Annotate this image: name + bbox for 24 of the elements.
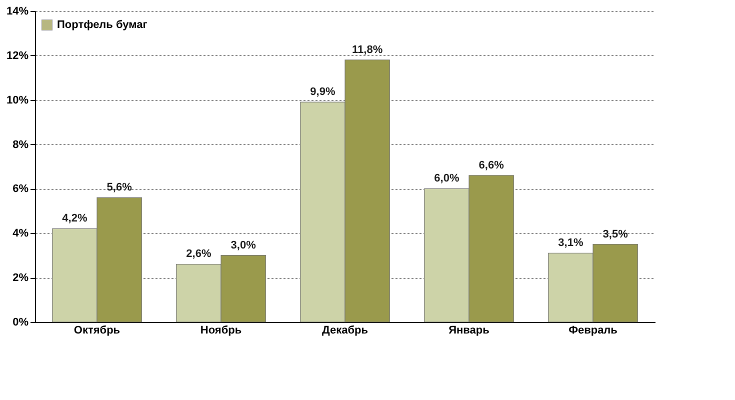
- y-tick-label: 10%: [6, 94, 29, 106]
- data-label: 9,9%: [310, 86, 336, 98]
- y-tick-label: 2%: [12, 272, 29, 284]
- legend-label: Портфель бумаг: [57, 19, 148, 31]
- data-label: 3,0%: [230, 239, 256, 252]
- data-label: 5,6%: [106, 182, 132, 194]
- data-label: 2,6%: [186, 248, 212, 260]
- x-tick-label: Ноябрь: [200, 324, 242, 336]
- data-label: 11,8%: [352, 44, 383, 56]
- data-label: 3,1%: [558, 237, 584, 250]
- y-tick-label: 6%: [12, 183, 29, 196]
- y-tick-label: 14%: [6, 6, 29, 18]
- x-tick-label: Февраль: [568, 324, 618, 336]
- data-label: 6,6%: [478, 159, 504, 172]
- x-tick-label: Октябрь: [74, 324, 120, 336]
- data-label: 3,5%: [602, 228, 628, 240]
- data-label: 6,0%: [434, 172, 460, 185]
- x-tick-label: Декабрь: [322, 324, 368, 336]
- data-label: 4,2%: [62, 212, 88, 225]
- y-tick-label: 8%: [12, 138, 29, 151]
- y-tick-label: 0%: [12, 316, 29, 328]
- y-tick-label: 12%: [6, 50, 29, 62]
- y-tick-label: 4%: [12, 228, 29, 240]
- x-tick-label: Январь: [448, 324, 490, 336]
